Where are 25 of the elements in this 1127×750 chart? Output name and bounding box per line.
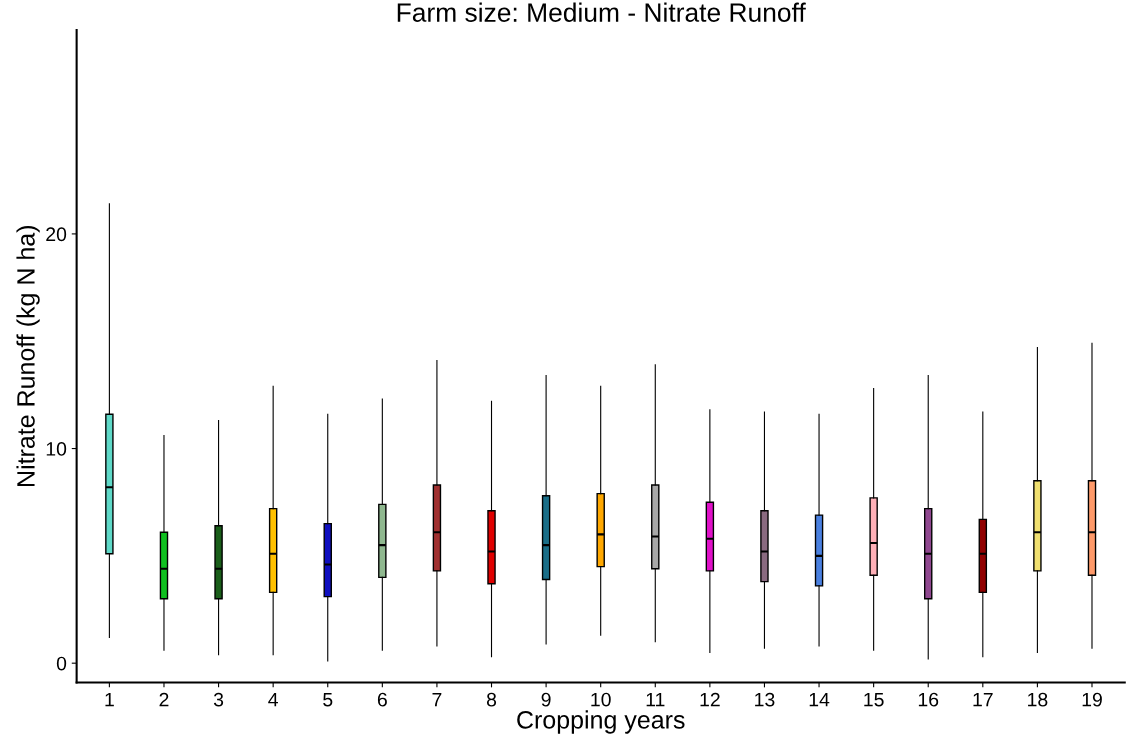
x-tick-label: 11 — [646, 692, 665, 707]
y-tick-label: 0 — [56, 656, 67, 671]
x-tick-label: 1 — [105, 692, 114, 707]
x-tick-label: 5 — [323, 692, 333, 707]
y-tick-label: 20 — [46, 227, 67, 242]
x-tick-label: 10 — [591, 692, 611, 707]
x-tick-label: 12 — [700, 692, 720, 707]
x-tick-label: 7 — [432, 692, 442, 707]
x-tick-label: 15 — [864, 692, 884, 707]
x-tick-label: 19 — [1082, 692, 1102, 707]
x-tick-label: 3 — [213, 692, 224, 707]
x-tick-label: 17 — [973, 692, 993, 707]
x-tick-label: 9 — [541, 692, 551, 707]
x-tick-label: 4 — [268, 692, 278, 707]
x-tick-label: 16 — [918, 692, 939, 707]
y-axis-title: Nitrate Runoff (kg N ha) — [16, 226, 40, 486]
x-tick-label: 13 — [755, 692, 775, 707]
x-axis-title: Cropping years — [517, 710, 685, 734]
chart-title: Farm size: Medium - Nitrate Runoff — [397, 2, 806, 22]
y-tick-label: 10 — [46, 442, 67, 456]
x-tick-label: 14 — [809, 692, 830, 707]
x-tick-label: 8 — [486, 692, 497, 707]
x-tick-label: 2 — [159, 692, 169, 707]
x-tick-label: 6 — [377, 692, 387, 707]
x-tick-label: 18 — [1028, 692, 1048, 707]
